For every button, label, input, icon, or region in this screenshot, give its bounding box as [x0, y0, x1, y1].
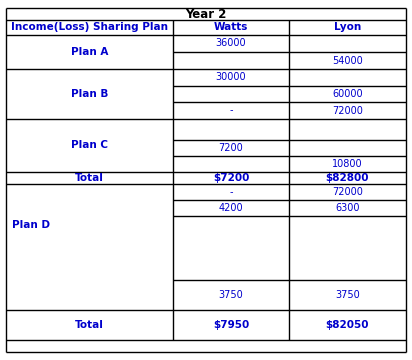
Text: Plan D: Plan D	[12, 220, 50, 230]
Text: Plan C: Plan C	[71, 140, 108, 150]
Text: 6300: 6300	[335, 203, 360, 213]
Text: 3750: 3750	[335, 290, 360, 300]
Text: $7950: $7950	[213, 320, 249, 330]
Text: 60000: 60000	[332, 89, 363, 99]
Text: Income(Loss) Sharing Plan: Income(Loss) Sharing Plan	[11, 22, 168, 32]
Text: Year 2: Year 2	[185, 8, 227, 21]
Text: 4200: 4200	[219, 203, 243, 213]
Text: 54000: 54000	[332, 55, 363, 66]
Text: 7200: 7200	[219, 143, 243, 153]
Text: $82050: $82050	[326, 320, 369, 330]
Text: -: -	[229, 187, 233, 197]
Text: 30000: 30000	[216, 72, 246, 82]
Text: $82800: $82800	[326, 173, 369, 183]
Text: 10800: 10800	[332, 159, 363, 169]
Text: 36000: 36000	[216, 39, 246, 49]
Text: Plan A: Plan A	[71, 47, 108, 57]
Text: 3750: 3750	[219, 290, 243, 300]
Text: Lyon: Lyon	[334, 22, 361, 32]
Text: -: -	[229, 105, 233, 116]
Text: Plan B: Plan B	[71, 89, 108, 99]
Text: 72000: 72000	[332, 187, 363, 197]
Text: Total: Total	[75, 320, 104, 330]
Text: Total: Total	[75, 173, 104, 183]
Text: Watts: Watts	[214, 22, 248, 32]
Text: $7200: $7200	[213, 173, 249, 183]
Text: 72000: 72000	[332, 105, 363, 116]
